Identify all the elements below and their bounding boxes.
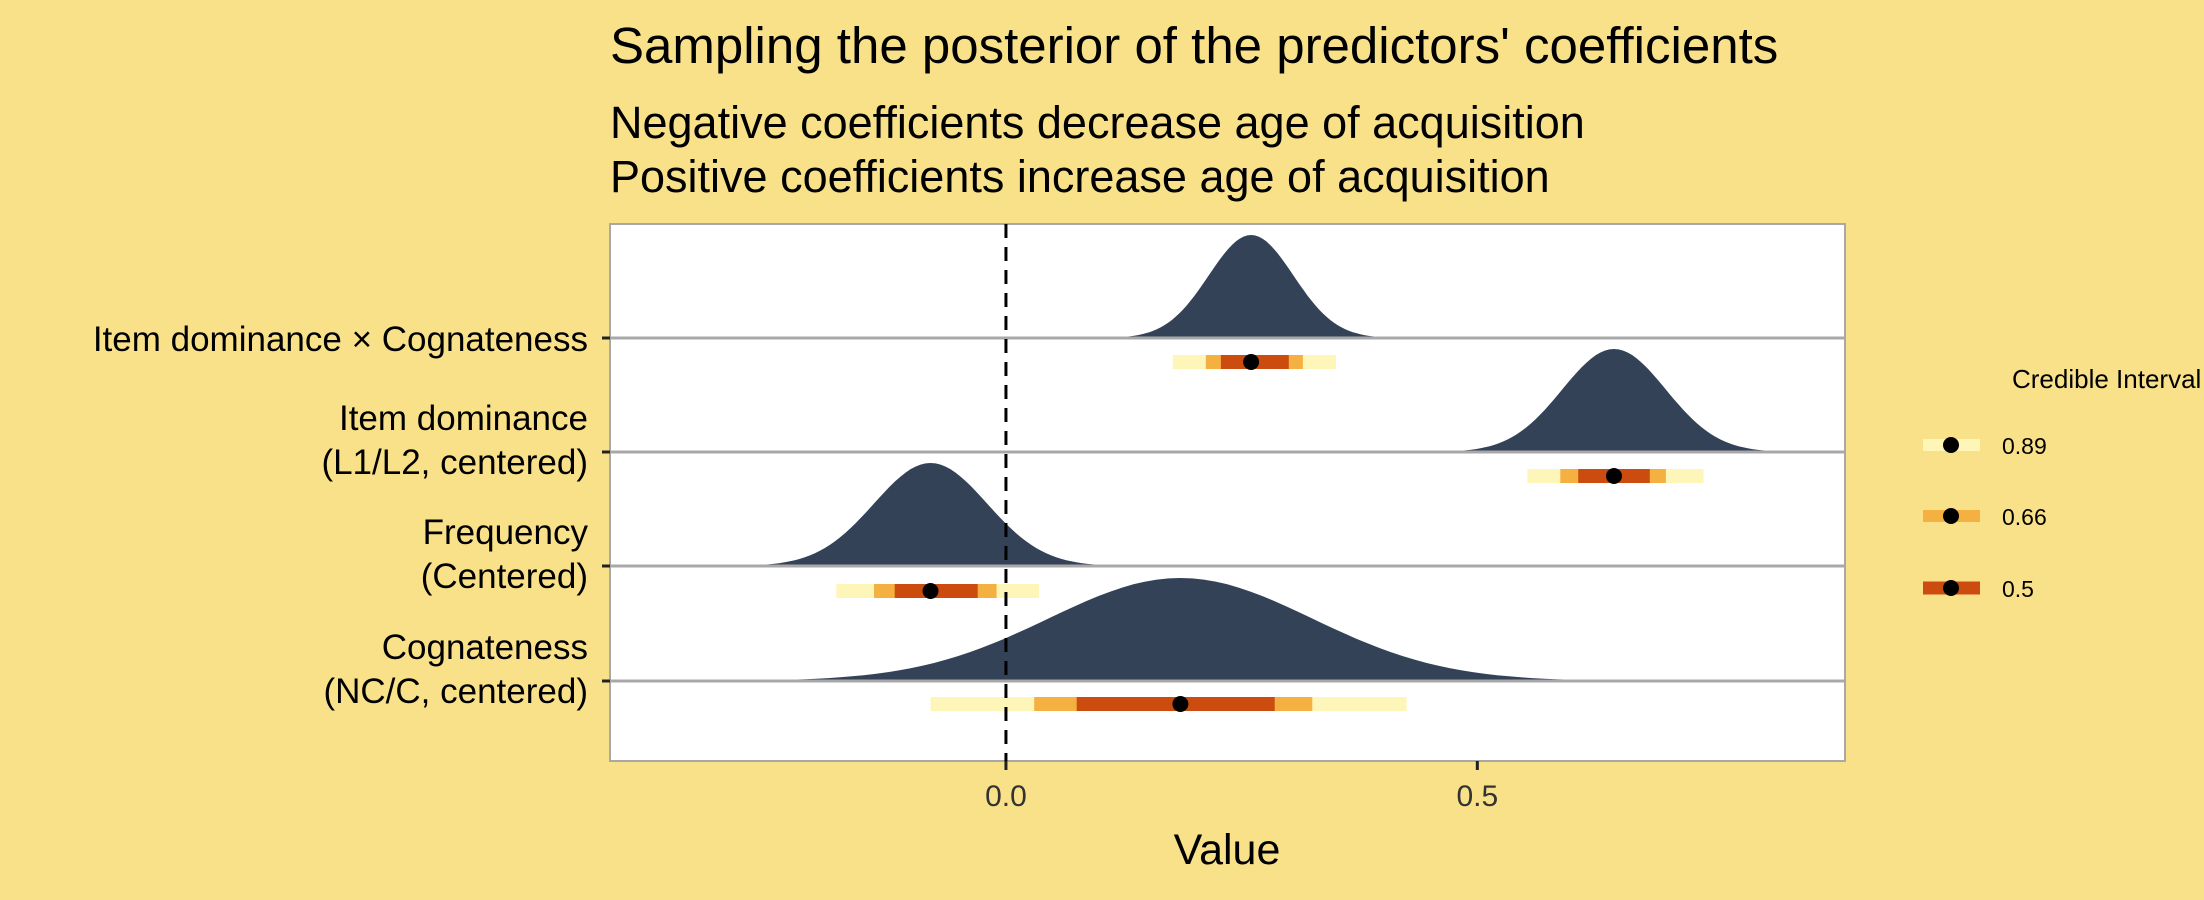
ci-point bbox=[1172, 696, 1189, 712]
ci-point bbox=[1606, 468, 1622, 484]
y-labels-group: Item dominance × Cognateness Item dominan… bbox=[93, 320, 610, 711]
legend-key-point bbox=[1943, 580, 1959, 596]
chart-subtitle-line-2: Positive coefficients increase age of ac… bbox=[610, 151, 1550, 202]
y-axis-label: Cognateness bbox=[382, 628, 588, 667]
density-ridge bbox=[1406, 349, 1822, 452]
y-axis-label: Frequency bbox=[423, 513, 589, 552]
x-tick-label: 0.5 bbox=[1456, 780, 1498, 813]
ci-point bbox=[1243, 354, 1260, 370]
y-axis-label: (Centered) bbox=[421, 557, 588, 596]
legend-label: 0.5 bbox=[2002, 576, 2034, 602]
x-tick-label: 0.0 bbox=[985, 780, 1027, 813]
x-axis-label: Value bbox=[1174, 826, 1281, 874]
density-ridge bbox=[1081, 235, 1421, 338]
legend-title: Credible Interval bbox=[2012, 364, 2201, 394]
density-ridge bbox=[652, 578, 1709, 681]
y-axis-label: (NC/C, centered) bbox=[323, 672, 588, 711]
chart-title: Sampling the posterior of the predictors… bbox=[610, 17, 1778, 74]
legend-label: 0.89 bbox=[2002, 433, 2047, 459]
ridges-group bbox=[610, 235, 1845, 683]
y-axis-label: Item dominance × Cognateness bbox=[93, 320, 588, 359]
legend-key-point bbox=[1943, 437, 1959, 453]
legend-label: 0.66 bbox=[2002, 504, 2047, 530]
intervals-group bbox=[836, 224, 1704, 761]
y-axis-label: (L1/L2, centered) bbox=[321, 443, 588, 482]
legend: Credible Interval 0.89 0.66 0.5 bbox=[1923, 364, 2201, 602]
ci-point bbox=[922, 583, 939, 599]
chart-subtitle-line-1: Negative coefficients decrease age of ac… bbox=[610, 97, 1585, 148]
x-axis-group: 0.0 0.5 bbox=[985, 761, 1498, 813]
y-axis-label: Item dominance bbox=[339, 399, 588, 438]
legend-key-point bbox=[1943, 508, 1959, 524]
density-ridge bbox=[704, 463, 1157, 566]
